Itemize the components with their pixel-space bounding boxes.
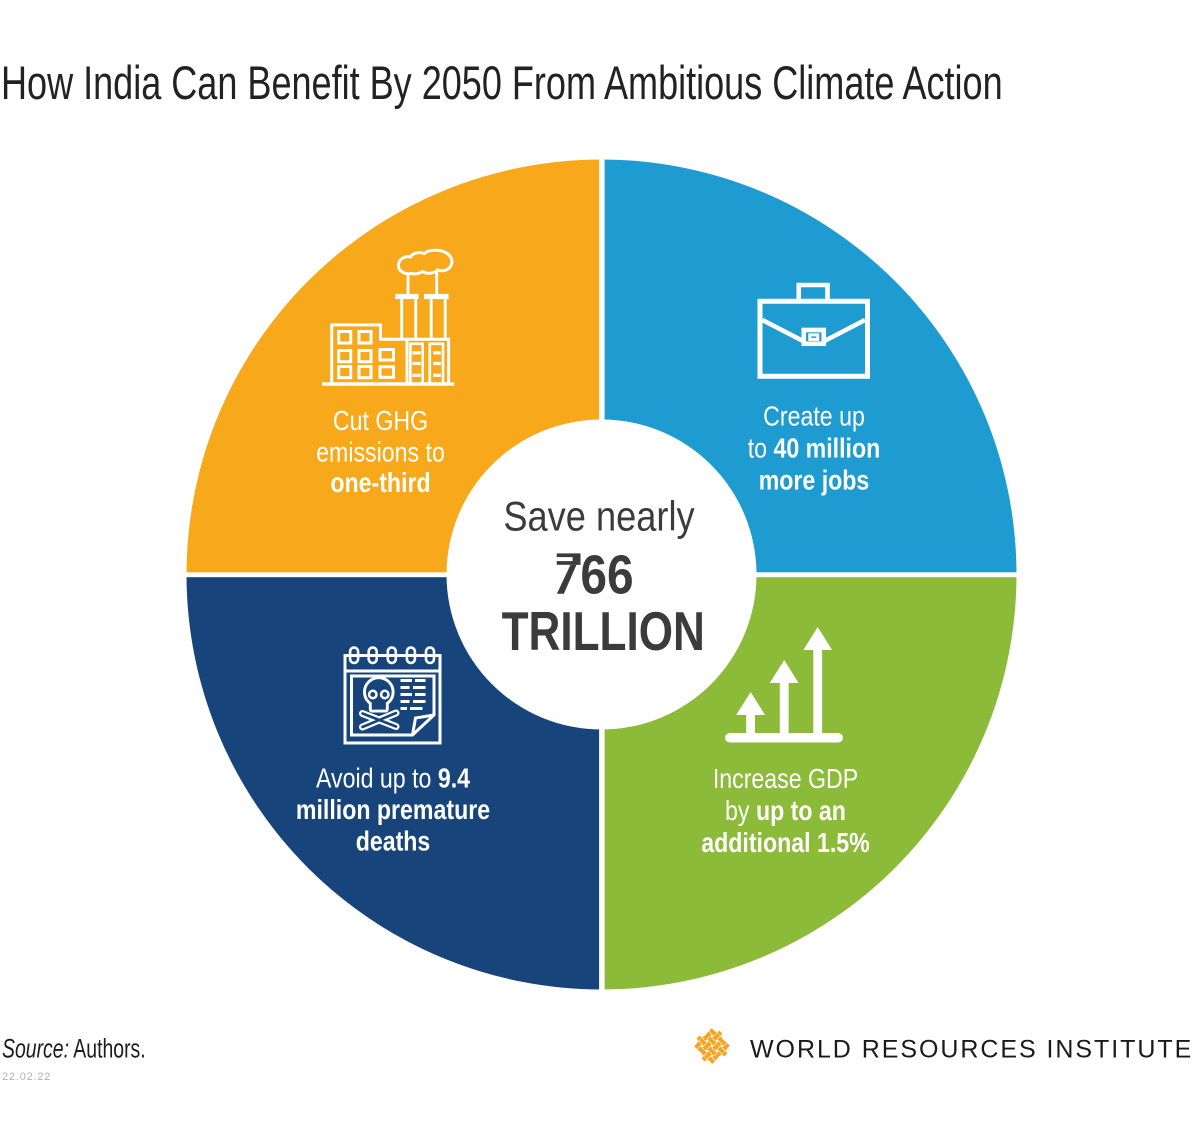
svg-text:to 40 million: to 40 million [748,434,881,464]
svg-text:emissions to: emissions to [316,438,445,468]
svg-text:How India Can Benefit By 2050: How India Can Benefit By 2050 From Ambit… [1,56,1003,109]
svg-text:WORLD RESOURCES INSTITUTE: WORLD RESOURCES INSTITUTE [750,1035,1193,1063]
svg-text:by up to an: by up to an [725,796,846,826]
svg-text:Source: Authors.: Source: Authors. [2,1033,146,1063]
svg-text:Create up: Create up [763,402,865,432]
svg-text:66: 66 [580,543,633,605]
svg-text:Avoid up to 9.4: Avoid up to 9.4 [316,764,470,794]
svg-text:additional 1.5%: additional 1.5% [701,828,870,858]
svg-text:Save nearly: Save nearly [503,494,695,540]
svg-text:22.02.22: 22.02.22 [2,1071,51,1083]
svg-text:one-third: one-third [330,468,430,498]
svg-text:more jobs: more jobs [759,466,870,496]
svg-text:Cut GHG: Cut GHG [333,406,428,436]
svg-text:TRILLION: TRILLION [502,600,705,662]
svg-text:deaths: deaths [356,827,431,857]
svg-text:Increase GDP: Increase GDP [713,764,858,794]
svg-text:million premature: million premature [296,795,490,825]
